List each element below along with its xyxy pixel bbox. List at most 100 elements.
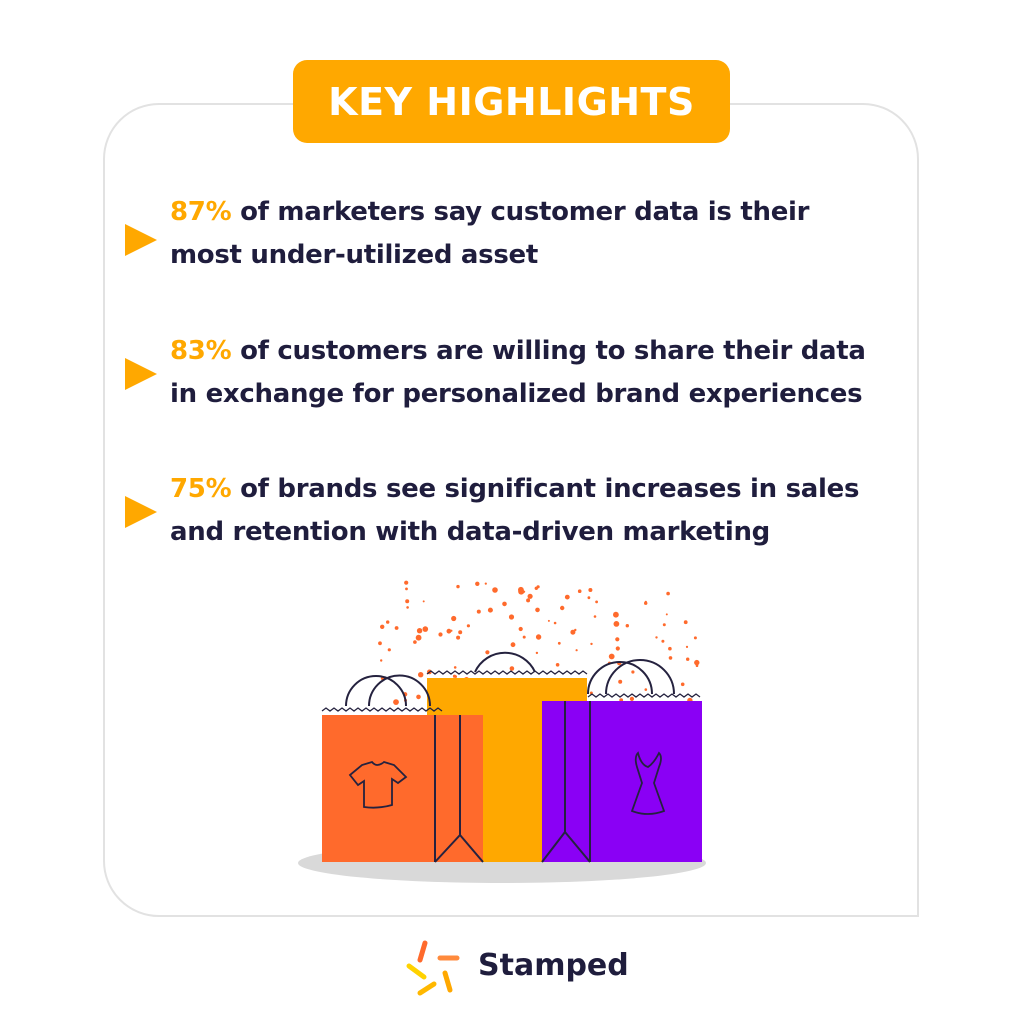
confetti-dot (695, 664, 699, 667)
confetti-dot (405, 599, 410, 604)
confetti-dot (535, 651, 539, 655)
confetti-dot (456, 635, 461, 640)
confetti-dot (438, 632, 443, 637)
confetti-dot (644, 688, 648, 691)
confetti-dot (476, 609, 481, 614)
confetti-dot (422, 600, 425, 603)
confetti-dot (453, 666, 457, 669)
confetti-dot (595, 600, 598, 604)
confetti-dot (644, 601, 648, 605)
confetti-dot (668, 656, 673, 660)
highlight-item: 83% of customers are willing to share th… (170, 330, 866, 416)
confetti-dot (508, 614, 515, 620)
confetti-dot (608, 653, 615, 660)
page-title: KEY HIGHLIGHTS (293, 60, 730, 143)
confetti-dot (406, 606, 409, 609)
confetti-dot (509, 666, 515, 671)
confetti-dot (485, 650, 490, 655)
confetti-dot (587, 596, 591, 600)
confetti-dot (686, 657, 690, 661)
confetti-dot (415, 634, 422, 641)
confetti-dot (557, 641, 561, 645)
confetti-dot (466, 624, 470, 628)
confetti-dot (386, 620, 390, 624)
confetti-dot (590, 642, 593, 646)
confetti-dot (693, 636, 697, 640)
confetti-dot (418, 672, 424, 678)
highlight-percent: 83% (170, 336, 232, 366)
highlight-percent: 87% (170, 197, 232, 227)
confetti-dot (456, 584, 460, 589)
confetti-dot (534, 586, 538, 590)
arrow-bullet-icon (125, 358, 157, 390)
confetti-dot (618, 679, 623, 684)
confetti-dot (553, 621, 557, 625)
confetti-dot (502, 601, 507, 607)
confetti-dot (458, 630, 463, 635)
confetti-dot (631, 670, 635, 674)
confetti-dot (526, 598, 531, 603)
confetti-dot (484, 582, 487, 585)
confetti-dot (613, 611, 619, 618)
confetti-dot (570, 629, 576, 635)
confetti-dot (475, 581, 480, 586)
confetti-dot (452, 674, 457, 678)
confetti-dot (547, 619, 550, 622)
confetti-dot (615, 637, 620, 642)
confetti-dot (518, 586, 524, 593)
confetti-dot (555, 663, 560, 667)
confetti-dot (522, 635, 526, 639)
highlight-text: and retention with data-driven marketing (170, 517, 770, 547)
confetti-dot (451, 615, 457, 622)
confetti-dot (560, 605, 565, 611)
highlight-text: of brands see significant increases in s… (231, 474, 860, 504)
shopping-bags-illustration (298, 580, 706, 883)
confetti-dot (577, 589, 582, 593)
confetti-dot (625, 624, 629, 628)
confetti-dot (416, 694, 421, 700)
arrow-bullet-icon (125, 496, 157, 528)
confetti-dot (535, 607, 540, 613)
stamped-logo-icon (406, 940, 460, 996)
highlight-text: in exchange for personalized brand exper… (170, 379, 863, 409)
highlight-percent: 75% (170, 474, 232, 504)
confetti-dot (683, 620, 688, 625)
confetti-dot (662, 623, 666, 627)
confetti-dot (450, 629, 453, 632)
confetti-dot (661, 639, 665, 643)
confetti-dot (629, 696, 634, 701)
confetti-dot (615, 646, 620, 651)
confetti-dot (655, 636, 658, 639)
confetti-dot (685, 645, 689, 648)
confetti-dot (510, 642, 516, 648)
confetti-dot (588, 588, 593, 592)
highlight-text: of customers are willing to share their … (231, 336, 866, 366)
confetti-dot (575, 649, 578, 652)
confetti-dot (564, 594, 570, 600)
confetti-dot (492, 587, 498, 593)
confetti-dot (387, 648, 391, 652)
confetti-dot (380, 624, 385, 629)
confetti-dot (404, 580, 409, 585)
confetti-dot (518, 626, 523, 632)
confetti-dot (413, 640, 417, 644)
confetti-dot (394, 626, 399, 630)
highlight-item: 87% of marketers say customer data is th… (170, 191, 809, 277)
confetti-dot (487, 607, 493, 613)
confetti-dot (613, 621, 620, 627)
highlight-text: of marketers say customer data is their (231, 197, 810, 227)
confetti-dot (446, 628, 452, 634)
confetti-dot (574, 628, 577, 632)
highlight-text: most under-utilized asset (170, 240, 538, 270)
brand-name: Stamped (478, 948, 629, 983)
confetti-dot (694, 659, 700, 666)
confetti-dot (422, 626, 429, 632)
confetti-dot (666, 591, 670, 596)
confetti-dot (535, 634, 542, 640)
confetti-dot (680, 682, 685, 687)
confetti-dot (378, 641, 382, 646)
confetti-dot (416, 628, 423, 634)
arrow-bullet-icon (125, 224, 157, 256)
confetti-dot (593, 615, 597, 618)
confetti-dot (405, 587, 408, 591)
